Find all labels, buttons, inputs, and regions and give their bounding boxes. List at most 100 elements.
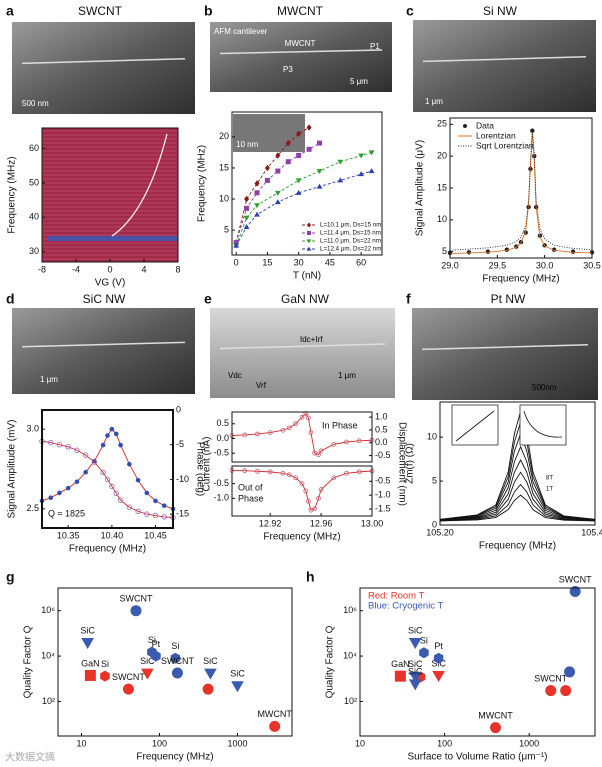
point [303, 411, 309, 416]
point [65, 444, 71, 450]
series-line [449, 130, 593, 251]
y-tick-label: 10 [427, 432, 437, 442]
panel-title: Pt NW [491, 292, 526, 306]
point-label: SWCNT [112, 672, 145, 682]
point [82, 452, 89, 458]
x-tick-label: 30 [294, 257, 304, 267]
y-tick-label: -1.0 [213, 493, 229, 503]
y2-tick-label: -0.5 [375, 450, 391, 460]
point [170, 652, 181, 664]
plot-frame [439, 401, 596, 526]
inset-curve [455, 410, 495, 442]
x-tick-label: 10.45 [144, 530, 167, 540]
point-label: Pt [434, 641, 443, 651]
panel-letter: h [306, 569, 315, 585]
x-tick-label: 105.45 [581, 527, 602, 537]
y-axis-label: Zm(f) (Ω) [405, 443, 416, 484]
y2-tick-label: -0.5 [375, 476, 391, 486]
y-tick-label: 10 [219, 193, 229, 203]
plot-frame [231, 465, 373, 517]
point [286, 472, 292, 478]
point [233, 240, 239, 246]
point [254, 203, 260, 209]
micrograph-feature [219, 49, 383, 55]
point [331, 441, 337, 447]
image-label: 1 μm [425, 97, 443, 106]
legend-swatch [463, 124, 467, 128]
x-axis-label: Surface to Volume Ratio (μm⁻¹) [408, 752, 548, 763]
x-tick-label: 30.5 [583, 260, 601, 270]
point [152, 512, 159, 519]
micrograph-feature [219, 343, 386, 350]
point [408, 679, 422, 691]
point [135, 508, 141, 515]
point [280, 470, 286, 476]
panel-letter: d [6, 291, 15, 307]
y-tick-label: 10⁶ [41, 605, 55, 615]
point [105, 433, 110, 438]
point [295, 189, 302, 195]
point [305, 498, 311, 504]
point [569, 586, 581, 598]
micrograph-feature [21, 58, 186, 65]
x-axis-label: Frequency (MHz) [482, 274, 559, 285]
series-line [235, 170, 372, 246]
point [264, 164, 270, 172]
point [275, 152, 281, 159]
image-label: P1 [370, 42, 380, 51]
y-tick-label: 5 [224, 225, 229, 235]
image-label: 1 μm [40, 375, 58, 384]
point [242, 432, 248, 438]
watermark: 大数据文摘 [5, 751, 55, 764]
y-tick-label: 10⁴ [41, 650, 55, 660]
point-label: Si [148, 635, 156, 645]
plot-frame [41, 409, 174, 529]
point-label: SWCNT [120, 594, 153, 604]
legend-label: L=12.4 μm, Ds=22 nm [320, 246, 381, 253]
point-label: SWCNT [161, 656, 194, 666]
series-line [235, 127, 310, 243]
legend-swatch [306, 246, 312, 251]
point [204, 668, 217, 680]
plot-frame [231, 411, 373, 463]
point [244, 205, 250, 211]
x-tick-label: 29.0 [441, 260, 459, 270]
y-tick-label: 30 [29, 246, 39, 256]
point [490, 722, 502, 734]
point [356, 469, 362, 475]
point [242, 468, 248, 474]
legend-swatch [307, 222, 311, 228]
point [144, 511, 150, 517]
point [316, 452, 321, 458]
point-label: SiC [140, 656, 155, 666]
annotation: Q ≈ 1825 [48, 508, 85, 518]
point [100, 442, 106, 448]
point [274, 190, 281, 196]
point [243, 215, 250, 221]
y-axis-label: Quality Factor Q [23, 625, 34, 698]
y2-tick-label: -15 [176, 508, 189, 518]
point [161, 503, 167, 508]
point-label: MWCNT [257, 709, 292, 719]
x-tick-label: 60 [356, 257, 366, 267]
point [91, 459, 98, 465]
point-label: SiC [203, 656, 218, 666]
point [255, 468, 260, 474]
y2-tick-label: -5 [176, 439, 184, 449]
point [84, 669, 96, 681]
annotation: Out of [238, 482, 263, 492]
legend-label: L=10.1 μm, Ds=15 nm [320, 222, 381, 229]
point [344, 439, 349, 445]
point [560, 685, 572, 697]
x-tick-label: 10 [76, 738, 86, 748]
point [267, 430, 273, 435]
micrograph [210, 308, 395, 398]
panel-title: Si NW [483, 4, 518, 18]
y-tick-label: -0.5 [213, 478, 229, 488]
image-label: 5 μm [350, 77, 368, 86]
y-tick-label: 10⁶ [343, 605, 357, 615]
point-label: GaN [391, 659, 410, 669]
series-line [439, 458, 596, 521]
